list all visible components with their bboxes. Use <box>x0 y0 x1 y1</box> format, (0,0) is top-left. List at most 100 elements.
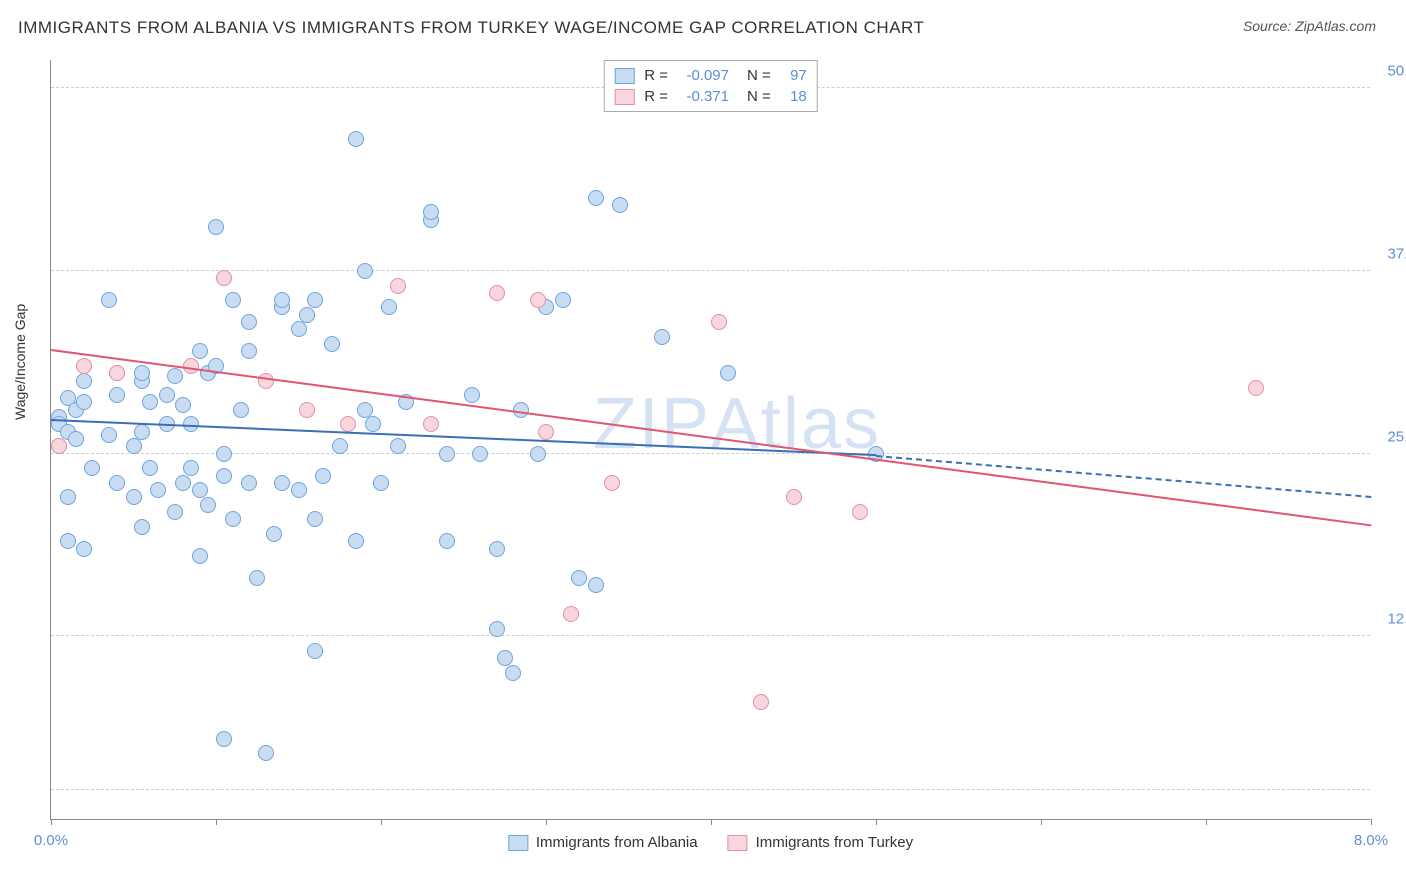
scatter-chart: ZIPAtlas R =-0.097N =97R =-0.371N =18 Im… <box>50 60 1370 820</box>
data-point <box>489 541 505 557</box>
data-point <box>208 219 224 235</box>
data-point <box>216 468 232 484</box>
data-point <box>373 475 389 491</box>
data-point <box>101 292 117 308</box>
data-point <box>571 570 587 586</box>
data-point <box>233 402 249 418</box>
data-point <box>340 416 356 432</box>
data-point <box>654 329 670 345</box>
data-point <box>126 489 142 505</box>
gridline <box>51 789 1370 790</box>
data-point <box>76 541 92 557</box>
x-tick-label: 0.0% <box>34 832 68 849</box>
data-point <box>472 446 488 462</box>
legend-item: Immigrants from Albania <box>508 834 698 851</box>
legend-swatch <box>614 68 634 84</box>
data-point <box>489 285 505 301</box>
legend-item: Immigrants from Turkey <box>728 834 914 851</box>
data-point <box>274 292 290 308</box>
data-point <box>183 460 199 476</box>
data-point <box>192 548 208 564</box>
data-point <box>357 402 373 418</box>
data-point <box>291 482 307 498</box>
legend-row: R =-0.371N =18 <box>614 86 807 107</box>
legend-r-label: R = <box>644 67 668 84</box>
x-tick <box>1371 819 1372 825</box>
data-point <box>241 343 257 359</box>
gridline <box>51 635 1370 636</box>
y-tick-label: 25.0% <box>1387 428 1406 445</box>
data-point <box>530 292 546 308</box>
x-tick <box>1206 819 1207 825</box>
data-point <box>134 365 150 381</box>
data-point <box>274 475 290 491</box>
data-point <box>530 446 546 462</box>
data-point <box>192 482 208 498</box>
data-point <box>60 489 76 505</box>
data-point <box>555 292 571 308</box>
data-point <box>588 577 604 593</box>
trend-line <box>51 419 876 456</box>
data-point <box>299 402 315 418</box>
data-point <box>101 427 117 443</box>
x-tick-label: 8.0% <box>1354 832 1388 849</box>
legend-series-name: Immigrants from Turkey <box>756 834 914 851</box>
data-point <box>266 526 282 542</box>
data-point <box>612 197 628 213</box>
data-point <box>142 460 158 476</box>
legend-swatch <box>614 89 634 105</box>
data-point <box>307 292 323 308</box>
data-point <box>505 665 521 681</box>
data-point <box>126 438 142 454</box>
x-tick <box>711 819 712 825</box>
data-point <box>216 446 232 462</box>
chart-title: IMMIGRANTS FROM ALBANIA VS IMMIGRANTS FR… <box>18 18 924 38</box>
data-point <box>497 650 513 666</box>
data-point <box>381 299 397 315</box>
x-tick <box>1041 819 1042 825</box>
data-point <box>109 387 125 403</box>
x-tick <box>216 819 217 825</box>
data-point <box>84 460 100 476</box>
y-tick-label: 12.5% <box>1387 611 1406 628</box>
data-point <box>324 336 340 352</box>
data-point <box>390 278 406 294</box>
data-point <box>167 368 183 384</box>
data-point <box>51 438 67 454</box>
data-point <box>175 397 191 413</box>
data-point <box>60 533 76 549</box>
x-tick <box>546 819 547 825</box>
x-tick <box>876 819 877 825</box>
data-point <box>291 321 307 337</box>
legend-n-label: N = <box>747 88 771 105</box>
data-point <box>588 190 604 206</box>
data-point <box>348 131 364 147</box>
y-tick-label: 50.0% <box>1387 63 1406 80</box>
data-point <box>225 292 241 308</box>
data-point <box>489 621 505 637</box>
data-point <box>76 358 92 374</box>
legend-n-label: N = <box>747 67 771 84</box>
data-point <box>76 373 92 389</box>
correlation-legend: R =-0.097N =97R =-0.371N =18 <box>603 60 818 112</box>
data-point <box>109 475 125 491</box>
data-point <box>852 504 868 520</box>
data-point <box>167 504 183 520</box>
trend-line <box>51 349 1371 526</box>
y-axis-label: Wage/Income Gap <box>12 304 28 420</box>
data-point <box>241 314 257 330</box>
data-point <box>365 416 381 432</box>
legend-n-value: 18 <box>777 88 807 105</box>
data-point <box>315 468 331 484</box>
data-point <box>150 482 166 498</box>
x-tick <box>51 819 52 825</box>
legend-r-value: -0.097 <box>674 67 729 84</box>
legend-n-value: 97 <box>777 67 807 84</box>
legend-series-name: Immigrants from Albania <box>536 834 698 851</box>
x-tick <box>381 819 382 825</box>
data-point <box>390 438 406 454</box>
gridline <box>51 270 1370 271</box>
data-point <box>216 270 232 286</box>
data-point <box>159 387 175 403</box>
data-point <box>538 424 554 440</box>
